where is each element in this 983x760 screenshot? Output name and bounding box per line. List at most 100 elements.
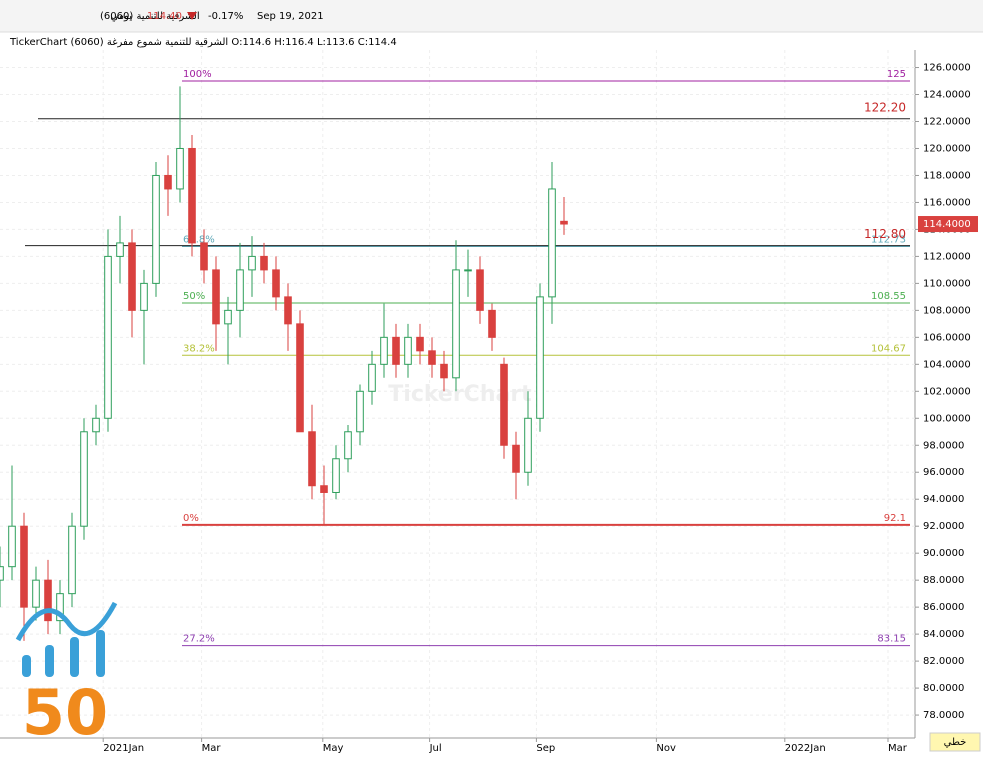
candle-body [272,269,280,298]
y-tick-label: 88.0000 [923,575,964,586]
last-price-label: 114.4000 [923,219,971,230]
x-tick-label: Nov [656,743,676,754]
candle-body [380,336,388,365]
fib-value: 112.73 [871,235,906,246]
candle-body [104,255,112,419]
candle-body [308,431,316,487]
y-tick-label: 86.0000 [923,602,964,613]
y-tick-label: 122.0000 [923,116,971,127]
candle-body [560,220,568,225]
y-tick-label: 124.0000 [923,90,971,101]
candle-body [56,593,64,622]
y-tick-label: 80.0000 [923,683,964,694]
y-tick-label: 106.0000 [923,332,971,343]
candle-body [464,269,472,272]
candle-body [8,525,16,568]
y-tick-label: 120.0000 [923,143,971,154]
y-tick-label: 116.0000 [923,197,971,208]
candle-body [152,174,160,284]
candle-body [116,242,124,257]
y-tick-label: 92.0000 [923,521,964,532]
candle-body [248,255,256,271]
candle-body [392,336,400,365]
candle-body [20,525,28,608]
logo-text: 50 [22,676,108,749]
candle-body [44,579,52,622]
y-tick-label: 110.0000 [923,278,971,289]
candle-body [176,147,184,190]
x-tick-label: 2021Jan [103,743,144,754]
price: 114.40 [147,11,182,22]
candle-body [488,309,496,338]
candle-body [500,363,508,446]
fib-percent: 61.8% [183,235,215,246]
candle-body [344,431,352,460]
y-tick-label: 104.0000 [923,359,971,370]
down-arrow [187,12,197,20]
watermark: TickerChart [388,382,532,407]
header-bar [0,0,983,32]
candle-body [296,323,304,433]
candle-body [188,147,196,244]
candle-body [332,458,340,493]
y-tick-label: 96.0000 [923,467,964,478]
y-tick-label: 84.0000 [923,629,964,640]
fib-value: 83.15 [877,634,906,645]
x-tick-label: Mar [888,743,908,754]
candle-body [428,350,436,365]
candle-body [416,336,424,352]
y-tick-label: 94.0000 [923,494,964,505]
candle-body [200,242,208,271]
fib-percent: 100% [183,69,212,80]
candle-body [224,309,232,325]
horizontal-line-label: 122.20 [864,100,906,114]
candle-body [68,525,76,595]
y-tick-label: 90.0000 [923,548,964,559]
candle-body [320,485,328,493]
x-tick-label: 2022Jan [785,743,826,754]
date: Sep 19, 2021 [257,11,324,22]
chart-type-button[interactable] [929,732,981,752]
y-tick-label: 78.0000 [923,710,964,721]
y-tick-label: 108.0000 [923,305,971,316]
y-tick-label: 98.0000 [923,440,964,451]
y-tick-label: 102.0000 [923,386,971,397]
x-tick-label: Sep [536,743,555,754]
fib-percent: 27.2% [183,634,215,645]
candle-body [164,174,172,190]
y-tick-label: 112.0000 [923,251,971,262]
candle-body [140,282,148,311]
y-tick-label: 126.0000 [923,63,971,74]
candle-body [548,188,556,298]
horizontal-line-label: 112.80 [864,227,906,241]
fib-value: 104.67 [871,343,906,354]
fib-percent: 0% [183,513,199,524]
candle-body [356,390,364,433]
candle-body [284,296,292,325]
candle-body [404,336,412,365]
candle-body [92,417,100,433]
x-tick-label: May [323,743,344,754]
last-price-tag [918,216,978,233]
y-tick-label: 118.0000 [923,170,971,181]
candle-body [536,296,544,419]
candle-body [236,269,244,311]
candle-body [0,566,4,581]
change: -0.17% [208,11,243,22]
fib-value: 92.1 [884,513,906,524]
candle-body [212,269,220,325]
y-tick-label: 100.0000 [923,413,971,424]
x-tick-label: Jul [429,743,442,754]
fib-percent: 50% [183,291,205,302]
x-tick-label: Mar [202,743,222,754]
candle-body [440,363,448,379]
chart-type-label[interactable]: خطي [944,737,967,748]
logo: 50 [15,601,118,749]
candle-body [512,444,520,473]
chart-info: TickerChart الشرقية للتنمية شموع مفرغة (… [9,37,397,48]
candle-body [524,417,532,473]
fib-value: 108.55 [871,291,906,302]
period[interactable]: يومي [110,11,132,22]
candle-body [260,255,268,271]
